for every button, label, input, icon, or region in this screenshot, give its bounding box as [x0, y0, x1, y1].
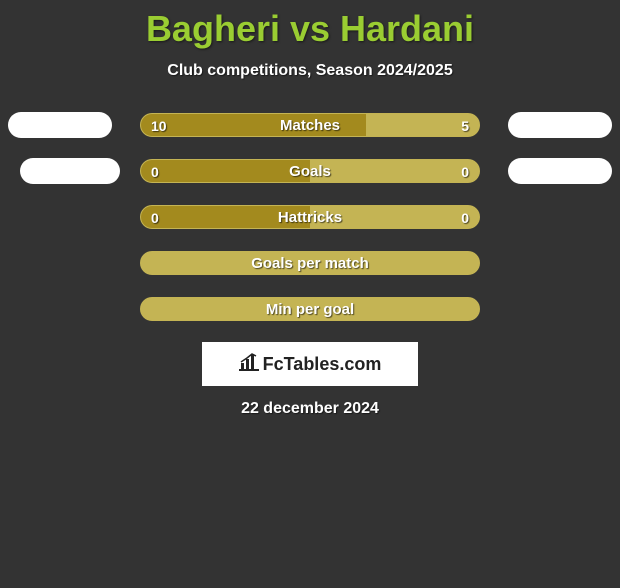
stat-value-right: 0 [461, 160, 469, 183]
page-subtitle: Club competitions, Season 2024/2025 [0, 62, 620, 80]
stat-bar: 00Hattricks [140, 205, 480, 229]
stat-bar: Goals per match [140, 251, 480, 275]
stat-value-left: 0 [151, 206, 159, 229]
stat-row: Goals per match [0, 248, 620, 278]
page-title: Bagheri vs Hardani [0, 8, 620, 50]
stat-bar-right [310, 206, 479, 228]
stat-row: Min per goal [0, 294, 620, 324]
stat-label: Goals per match [141, 252, 479, 275]
stat-bar-left [141, 206, 310, 228]
stat-bar: 00Goals [140, 159, 480, 183]
stat-bar-right [310, 160, 479, 182]
stat-bar: 105Matches [140, 113, 480, 137]
player-marker-right [508, 112, 612, 138]
stat-value-left: 10 [151, 114, 167, 137]
stat-row: 00Hattricks [0, 202, 620, 232]
stat-bar-left [141, 160, 310, 182]
stat-label: Min per goal [141, 298, 479, 321]
date-text: 22 december 2024 [0, 400, 620, 418]
stat-bar: Min per goal [140, 297, 480, 321]
stat-bar-left [141, 114, 366, 136]
stat-value-right: 5 [461, 114, 469, 137]
player-marker-right [508, 158, 612, 184]
stat-value-right: 0 [461, 206, 469, 229]
logo-text: FcTables.com [263, 354, 382, 375]
player-marker-left [20, 158, 120, 184]
stat-row: 00Goals [0, 156, 620, 186]
logo-box: FcTables.com [202, 342, 418, 386]
stat-row: 105Matches [0, 110, 620, 140]
player-marker-left [8, 112, 112, 138]
logo: FcTables.com [239, 353, 382, 376]
stat-value-left: 0 [151, 160, 159, 183]
chart-icon [239, 353, 259, 376]
comparison-rows: 105Matches00Goals00HattricksGoals per ma… [0, 110, 620, 324]
